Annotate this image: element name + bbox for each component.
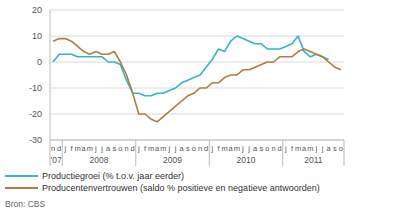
x-tick-label: n bbox=[271, 144, 275, 153]
x-tick-label: m bbox=[74, 144, 80, 153]
x-tick-label: j bbox=[63, 144, 66, 153]
year-label: 2009 bbox=[163, 155, 182, 165]
x-tick-label: a bbox=[327, 144, 332, 153]
x-tick-label: f bbox=[144, 144, 147, 153]
y-tick-label: 20 bbox=[32, 5, 42, 15]
x-tick-label: s bbox=[112, 144, 116, 153]
legend-swatch bbox=[5, 187, 38, 189]
x-tick-label: a bbox=[253, 144, 258, 153]
x-tick-label: o bbox=[265, 144, 269, 153]
x-tick-label: s bbox=[186, 144, 190, 153]
year-label: 2010 bbox=[237, 155, 256, 165]
series-line bbox=[53, 36, 329, 96]
x-tick-label: j bbox=[315, 144, 318, 153]
x-tick-label: n bbox=[124, 144, 128, 153]
x-tick-label: j bbox=[168, 144, 171, 153]
grid-line bbox=[50, 36, 344, 37]
plot-area bbox=[53, 36, 341, 122]
legend-swatch bbox=[5, 175, 38, 177]
x-tick-label: j bbox=[137, 144, 140, 153]
source: Bron: CBS bbox=[5, 199, 45, 209]
year-label: '07 bbox=[51, 155, 62, 165]
y-tick-label: -10 bbox=[29, 83, 42, 93]
group-separator bbox=[282, 140, 283, 166]
group-separator bbox=[209, 140, 210, 166]
x-tick-label: m bbox=[148, 144, 154, 153]
x-tick-label: n bbox=[51, 144, 55, 153]
y-tick-label: -30 bbox=[29, 135, 42, 145]
group-separator bbox=[135, 140, 136, 166]
x-tick-label: n bbox=[198, 144, 202, 153]
x-tick-label: j bbox=[174, 144, 177, 153]
year-label: 2008 bbox=[90, 155, 109, 165]
x-tick-label: j bbox=[241, 144, 244, 153]
x-tick-label: j bbox=[284, 144, 287, 153]
x-tick-label: o bbox=[192, 144, 196, 153]
x-axis bbox=[50, 140, 344, 141]
y-axis bbox=[50, 10, 51, 140]
grid-line bbox=[50, 114, 344, 115]
y-tick-label: -20 bbox=[29, 109, 42, 119]
x-tick-label: s bbox=[333, 144, 337, 153]
x-tick-label: f bbox=[70, 144, 73, 153]
x-tick-label: j bbox=[247, 144, 250, 153]
y-tick-label: 10 bbox=[32, 31, 42, 41]
x-tick-label: f bbox=[291, 144, 294, 153]
grid-line bbox=[50, 62, 344, 63]
series-line bbox=[53, 39, 341, 122]
x-tick-label: j bbox=[321, 144, 324, 153]
legend-label: Producentenvertrouwen (saldo % positieve… bbox=[42, 183, 320, 193]
group-separator bbox=[344, 140, 345, 166]
x-tick-label: s bbox=[259, 144, 263, 153]
x-tick-label: m bbox=[307, 144, 313, 153]
x-tick-label: d bbox=[204, 144, 208, 153]
x-tick-label: m bbox=[295, 144, 301, 153]
y-tick-label: 0 bbox=[37, 57, 42, 67]
x-tick-label: o bbox=[339, 144, 343, 153]
x-tick-label: o bbox=[118, 144, 122, 153]
x-tick-label: d bbox=[278, 144, 282, 153]
x-tick-label: j bbox=[100, 144, 103, 153]
x-tick-label: m bbox=[160, 144, 166, 153]
x-tick-label: a bbox=[180, 144, 185, 153]
x-tick-label: d bbox=[57, 144, 61, 153]
x-tick-label: j bbox=[210, 144, 213, 153]
x-tick-label: j bbox=[94, 144, 97, 153]
x-tick-label: d bbox=[131, 144, 135, 153]
grid-line bbox=[50, 140, 344, 141]
x-tick-label: a bbox=[106, 144, 111, 153]
year-label: 2011 bbox=[304, 155, 323, 165]
chart: -30-20-1001020ndjfmamjjasondjfmamjjasond… bbox=[0, 0, 400, 213]
x-tick-label: f bbox=[217, 144, 220, 153]
legend-label: Productiegroei (% t.o.v. jaar eerder) bbox=[42, 171, 184, 181]
x-tick-label: m bbox=[221, 144, 227, 153]
grid-line bbox=[50, 10, 344, 11]
x-tick-label: m bbox=[234, 144, 240, 153]
x-tick-label: m bbox=[87, 144, 93, 153]
group-separator bbox=[62, 140, 63, 166]
grid-line bbox=[50, 88, 344, 89]
